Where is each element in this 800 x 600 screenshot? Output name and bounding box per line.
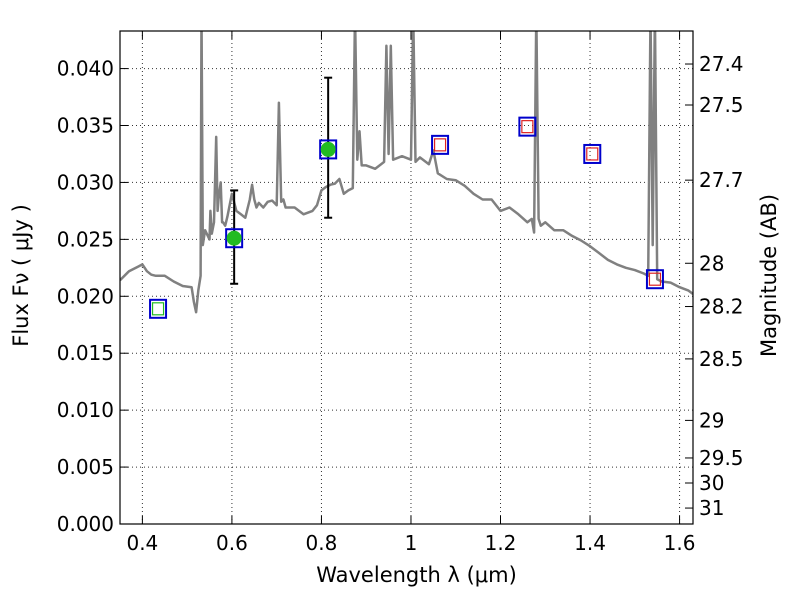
spectrum-line <box>120 31 693 314</box>
mag-tick-label: 29 <box>699 408 724 432</box>
model-square-marker <box>431 134 450 155</box>
mag-tick-label: 28 <box>699 251 724 275</box>
model-square-marker <box>319 139 338 160</box>
y-tick-label: 0.040 <box>57 57 114 81</box>
mag-tick-label: 27.7 <box>699 168 744 192</box>
model-square-marker <box>149 298 168 319</box>
mag-tick-label: 27.5 <box>699 93 744 117</box>
upper-limit-marker <box>151 302 165 316</box>
upper-limit-marker <box>648 272 662 286</box>
y2-axis-label: Magnitude (AB) <box>757 194 781 357</box>
model-square-marker <box>583 143 602 164</box>
y-axis-label: Flux Fν ( μJy ) <box>9 204 33 347</box>
upper-limit-marker <box>433 138 447 152</box>
grid <box>120 31 693 524</box>
y-tick-label: 0.005 <box>57 455 114 479</box>
x-tick-label: 0.8 <box>306 531 338 555</box>
ticks: 0.4 0.6 0.8 1 1.2 1.4 1.6 0.000 0.005 0.010 0.015 0… <box>57 31 744 555</box>
model-square-marker <box>645 269 664 290</box>
spectrum-layer <box>120 31 693 314</box>
mag-tick-label: 30 <box>699 471 724 495</box>
model-square-marker <box>225 228 244 249</box>
y-tick-label: 0.025 <box>57 227 114 251</box>
upper-limit-marker <box>521 120 534 134</box>
mag-tick-label: 31 <box>699 496 724 520</box>
x-tick-label: 1.4 <box>574 531 606 555</box>
upper-limit-marker <box>586 147 599 161</box>
y-tick-label: 0.015 <box>57 341 114 365</box>
y-tick-label: 0.010 <box>57 398 114 422</box>
x-tick-label: 0.6 <box>216 531 248 555</box>
x-axis-label: Wavelength λ (μm) <box>316 563 517 587</box>
x-tick-label: 1 <box>405 531 418 555</box>
data-points <box>149 76 664 319</box>
mag-tick-label: 27.4 <box>699 52 744 76</box>
y-tick-label: 0.035 <box>57 114 114 138</box>
axes-frame <box>119 30 694 525</box>
y-tick-label: 0.000 <box>57 512 114 536</box>
x-tick-label: 0.4 <box>126 531 158 555</box>
observed-point <box>226 230 242 246</box>
x-tick-label: 1.2 <box>485 531 517 555</box>
model-square-marker <box>518 116 537 137</box>
mag-tick-label: 28.2 <box>699 295 744 319</box>
x-tick-label: 1.6 <box>664 531 696 555</box>
y-tick-label: 0.020 <box>57 284 114 308</box>
mag-tick-label: 29.5 <box>699 446 744 470</box>
mag-tick-label: 28.5 <box>699 347 744 371</box>
y-tick-label: 0.030 <box>57 170 114 194</box>
observed-point <box>320 141 336 157</box>
